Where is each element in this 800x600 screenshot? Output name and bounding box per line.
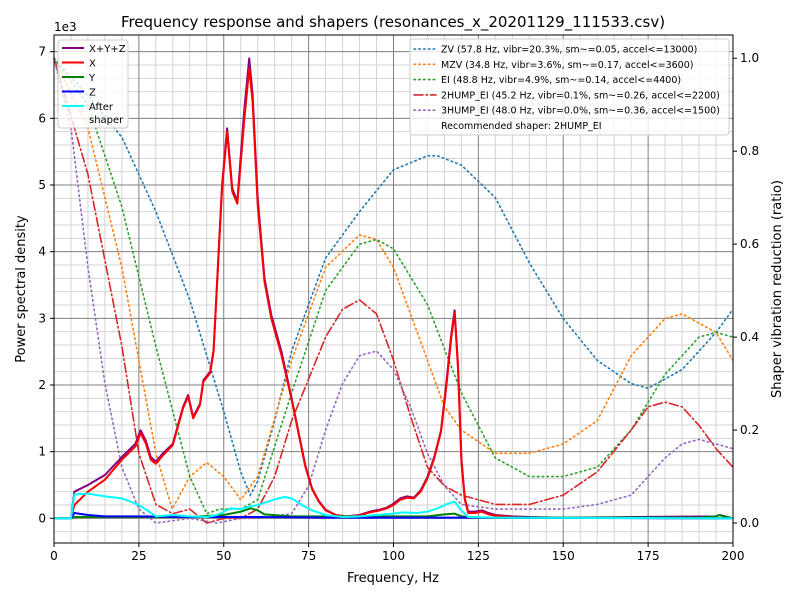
y-tick-label: 3 — [38, 311, 46, 325]
grid — [53, 35, 734, 543]
shaper-line-4 — [53, 57, 734, 524]
recommended-shaper-label: Recommended shaper: 2HUMP_EI — [441, 121, 602, 132]
psd-line-3 — [54, 512, 734, 520]
y-tick-label: 5 — [38, 178, 46, 192]
legend-label: X+Y+Z — [89, 44, 126, 55]
legend-label: Z — [89, 88, 96, 99]
x-tick-label: 100 — [382, 549, 405, 563]
legend-label: ZV (57.8 Hz, vibr=20.3%, sm~=0.05, accel… — [441, 45, 697, 56]
x-tick-label: 200 — [722, 549, 745, 563]
shaper-curves — [53, 57, 734, 524]
y-offset-label: 1e3 — [54, 20, 77, 34]
legend-psd: X+Y+Z XYZ After shaper — [57, 39, 129, 129]
legend-label: 3HUMP_EI (48.0 Hz, vibr=0.0%, sm~=0.36, … — [441, 106, 720, 117]
psd-curves — [54, 57, 734, 520]
legend-label: 2HUMP_EI (45.2 Hz, vibr=0.1%, sm~=0.26, … — [441, 90, 720, 101]
chart-title: Frequency response and shapers (resonanc… — [121, 13, 665, 32]
x-tick-label: 125 — [467, 549, 490, 563]
legend-label: EI (48.8 Hz, vibr=4.9%, sm~=0.14, accel<… — [441, 75, 681, 86]
psd-line-1 — [54, 67, 734, 520]
shaper-line-0 — [53, 57, 734, 498]
psd-line-4 — [54, 492, 734, 520]
y-tick-label: 4 — [38, 245, 46, 259]
x-axis-label: Frequency, Hz — [347, 571, 439, 586]
legend-box — [409, 38, 730, 136]
y-tick-label: 6 — [38, 111, 46, 125]
axes: 0 25 50 75 100 125 150 175 200 0 1 2 3 4 5 6 7 0.0 0.2 0.4 0… — [38, 45, 759, 563]
shaper-line-1 — [53, 57, 734, 512]
y-axis-right-label: Shaper vibration reduction (ratio) — [770, 180, 785, 398]
x-tick-label: 50 — [216, 549, 231, 563]
legend-label: After — [89, 102, 114, 113]
x-tick-label: 25 — [131, 549, 146, 563]
y-right-tick-label: 0.4 — [740, 330, 759, 344]
legend-label: X — [89, 59, 96, 70]
y-tick-label: 1 — [38, 445, 46, 459]
legend-label: Y — [88, 73, 96, 84]
y-tick-label: 7 — [38, 45, 46, 59]
y-right-tick-label: 0.2 — [740, 423, 759, 437]
y-tick-label: 0 — [38, 511, 46, 525]
y-right-tick-label: 0.6 — [740, 237, 759, 251]
x-tick-label: 175 — [637, 549, 660, 563]
y-axis-label: Power spectral density — [14, 215, 29, 363]
x-tick-label: 0 — [50, 549, 58, 563]
y-right-tick-label: 1.0 — [740, 51, 759, 65]
y-tick-label: 2 — [38, 378, 46, 392]
legend-shapers: ZV (57.8 Hz, vibr=20.3%, sm~=0.05, accel… — [409, 38, 730, 136]
x-tick-label: 75 — [301, 549, 316, 563]
shaper-line-3 — [53, 57, 734, 524]
legend-label: shaper — [89, 115, 124, 126]
shaper-line-2 — [53, 57, 734, 515]
y-right-tick-label: 0.8 — [740, 144, 759, 158]
y-right-tick-label: 0.0 — [740, 516, 759, 530]
x-tick-label: 150 — [552, 549, 575, 563]
legend-label: MZV (34.8 Hz, vibr=3.6%, sm~=0.17, accel… — [441, 60, 693, 71]
